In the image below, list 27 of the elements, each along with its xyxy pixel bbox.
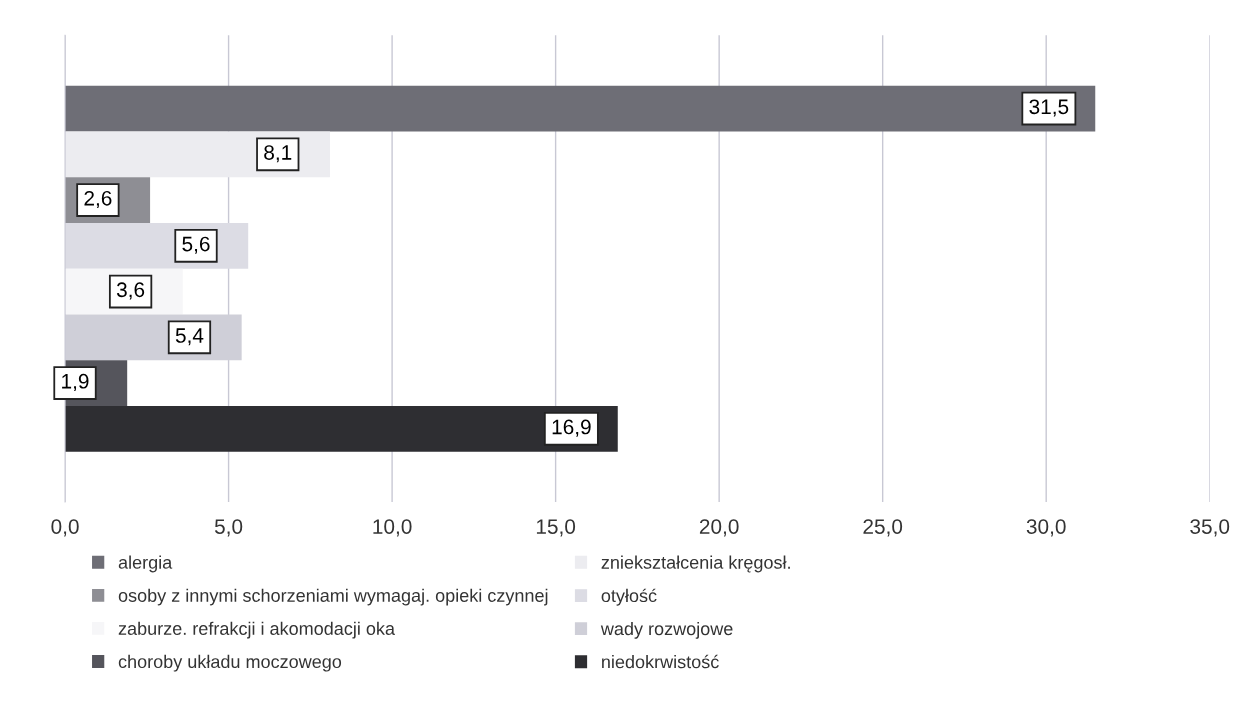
legend-label: otyłość	[601, 588, 657, 606]
bar	[65, 131, 330, 178]
legend-label: zniekształcenia kręgosł.	[601, 555, 790, 573]
legend-label: niedokrwistość	[602, 654, 719, 669]
data-label: 2,6	[84, 190, 112, 209]
x-tick-label: 30,0	[1026, 519, 1066, 537]
data-label: 5,6	[182, 236, 210, 254]
data-label: 16,9	[552, 419, 591, 437]
x-tick-label: 10,0	[373, 519, 412, 537]
legend-label: osoby z innymi schorzeniami wymagaj. opieki czynnej	[118, 588, 548, 606]
x-tick-label: 20,0	[699, 519, 739, 537]
legend-label: wady rozwojowe	[600, 621, 733, 639]
x-tick-label: 5,0	[214, 519, 243, 537]
x-tick-label: 15,0	[536, 519, 576, 537]
legend-label: choroby układu moczowego	[118, 654, 342, 672]
legend-label: zaburze. refrakcji i akomodacji oka	[118, 621, 395, 639]
data-label: 5,4	[175, 328, 204, 346]
data-label: 8,1	[264, 145, 292, 163]
legend-label: alergia	[118, 555, 173, 573]
data-label: 3,6	[116, 282, 145, 300]
x-tick-label: 35,0	[1190, 519, 1230, 537]
data-label: 1,9	[62, 373, 89, 392]
bar	[65, 85, 1096, 132]
bar	[65, 405, 618, 452]
x-tick-label: 0,0	[51, 519, 79, 537]
x-tick-label: 25,0	[863, 519, 903, 537]
data-label: 31,5	[1029, 99, 1069, 117]
